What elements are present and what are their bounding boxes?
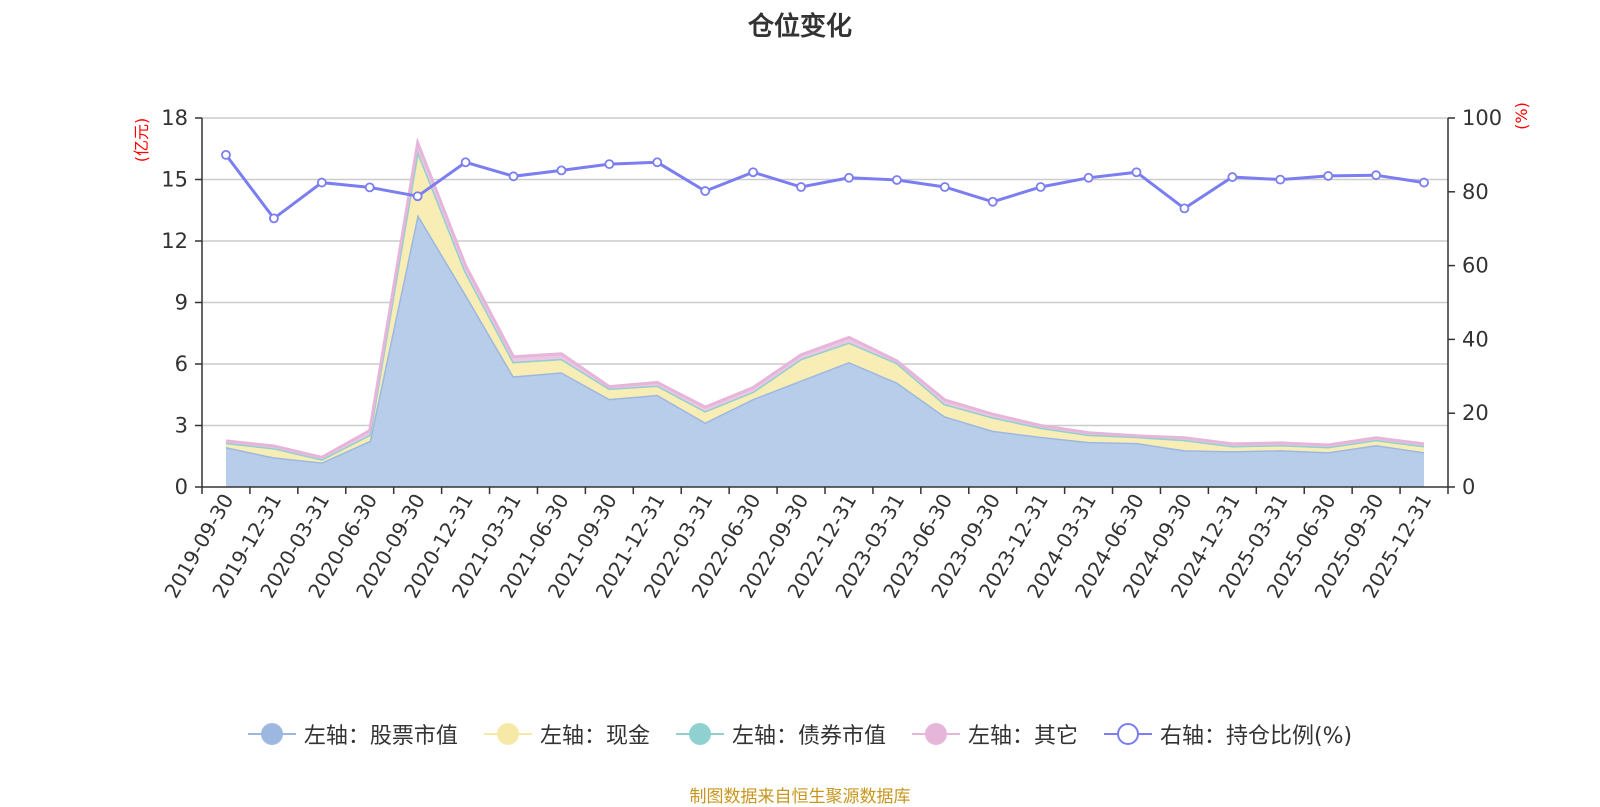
right-tick-label: 0 [1462, 475, 1475, 499]
legend-label: 右轴：持仓比例(%) [1159, 724, 1353, 749]
ratio-point [364, 182, 375, 193]
ratio-line-series [221, 149, 1429, 224]
ratio-line-path [224, 153, 1425, 221]
legend-marker-icon [911, 722, 960, 746]
right-tick-label: 20 [1462, 401, 1489, 425]
ratio-point [844, 172, 854, 183]
left-tick-label: 15 [161, 168, 188, 192]
left-tick-label: 9 [175, 291, 188, 315]
chart-title: 仓位变化 [747, 12, 852, 42]
stacked-areas [225, 136, 1425, 488]
ratio-point [1227, 172, 1238, 182]
ratio-point [1179, 203, 1190, 214]
legend-marker-icon [1103, 722, 1152, 746]
legend-item[interactable]: 左轴：债券市值 [675, 718, 886, 750]
legend-label: 左轴：其它 [967, 724, 1078, 749]
ratio-point [891, 175, 902, 185]
ratio-point [700, 186, 711, 196]
source-note: 制图数据来自恒生聚源数据库 [689, 787, 911, 807]
left-tick-label: 18 [161, 106, 188, 130]
ratio-point [1275, 174, 1286, 185]
area-fill-series-0 [226, 214, 1424, 488]
ratio-point [987, 196, 998, 207]
ratio-point [1131, 167, 1142, 178]
area-line-series-2 [225, 145, 1425, 461]
legend-marker-icon [675, 722, 724, 746]
ratio-point [556, 165, 567, 176]
legend-item[interactable]: 左轴：股票市值 [247, 718, 458, 750]
right-tick-label: 40 [1462, 327, 1489, 351]
ratio-point [460, 157, 471, 168]
left-tick-label: 6 [175, 352, 188, 376]
ratio-point [1035, 182, 1046, 192]
left-axis-unit: (亿元) [132, 118, 151, 163]
legend-item[interactable]: 左轴：现金 [483, 718, 650, 750]
ratio-point [604, 159, 615, 170]
legend-marker-icon [247, 722, 296, 746]
legend-label: 左轴：股票市值 [303, 724, 458, 749]
ratio-point [1323, 171, 1334, 181]
ratio-point [652, 157, 663, 168]
legend-item[interactable]: 右轴：持仓比例(%) [1103, 718, 1353, 750]
ratio-point [796, 182, 806, 192]
left-tick-label: 3 [175, 414, 188, 438]
ratio-point [1419, 177, 1429, 188]
axes [195, 117, 1455, 494]
legend-marker-icon [483, 722, 532, 746]
ratio-point [939, 182, 950, 192]
left-tick-label: 12 [161, 229, 188, 253]
ratio-point [1371, 170, 1382, 181]
legend: 左轴：股票市值 左轴：现金 左轴：债券市值 左轴：其它 右轴：持仓比例(%) [0, 718, 1600, 750]
legend-item[interactable]: 左轴：其它 [911, 718, 1078, 750]
right-tick-label: 100 [1462, 106, 1502, 130]
right-tick-label: 60 [1462, 254, 1489, 278]
ratio-point [508, 171, 519, 182]
legend-label: 左轴：现金 [539, 724, 650, 749]
legend-label: 左轴：债券市值 [731, 724, 886, 749]
left-tick-label: 0 [175, 475, 188, 499]
right-tick-label: 80 [1462, 180, 1489, 204]
ratio-point [221, 149, 231, 160]
ratio-point [316, 177, 327, 188]
ratio-point [268, 213, 279, 224]
ratio-point [748, 167, 759, 178]
area-line-series-3 [225, 136, 1425, 459]
right-axis-unit: (%) [1512, 102, 1531, 130]
ratio-point [412, 191, 423, 202]
ratio-point [1083, 172, 1094, 183]
